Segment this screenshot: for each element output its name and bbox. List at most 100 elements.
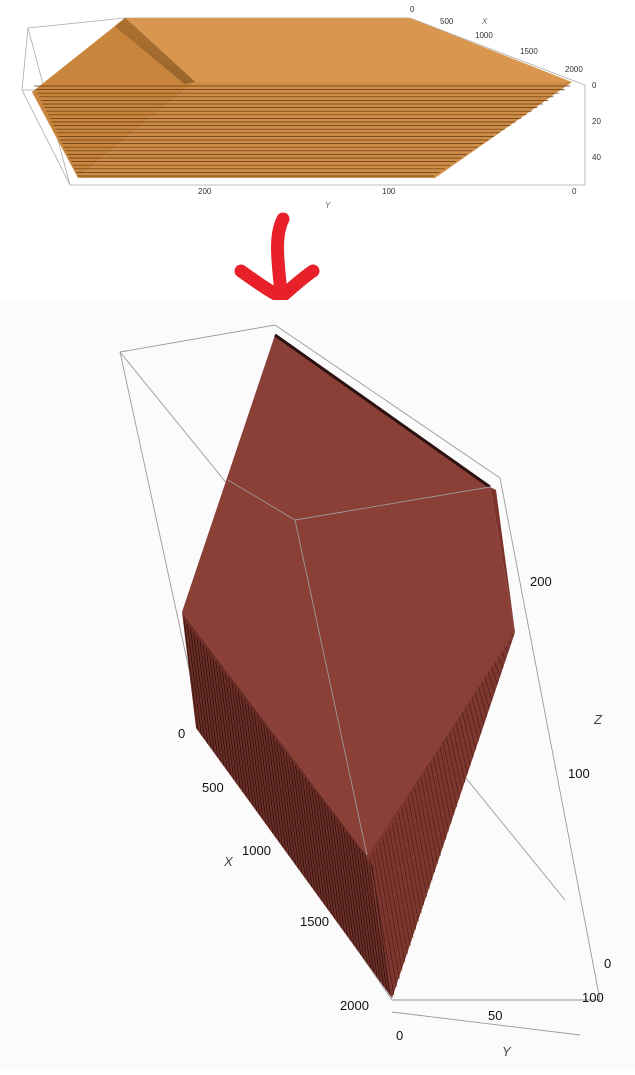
top-x-axis-label: X	[481, 17, 488, 26]
bottom-layer-line	[314, 790, 332, 915]
bottom-layer-line	[190, 628, 205, 740]
bottom-layer-line	[279, 744, 296, 865]
top-layer-line	[121, 20, 193, 83]
top-solid-front-face	[78, 82, 572, 178]
bottom-x-tick: 1500	[300, 914, 329, 929]
bottom-layer-line	[365, 856, 384, 987]
bottom-x-tick: 500	[202, 780, 224, 795]
bottom-z-tick: 200	[530, 574, 552, 589]
top-solid-left-face	[32, 18, 195, 178]
bottom-y-tick: 0	[396, 1028, 403, 1043]
top-3d-plot: 0 500 1000 1500 2000 X 0 20 40 200 100 0…	[0, 0, 635, 215]
top-layer-line	[124, 17, 196, 83]
top-z-axis: 0 20 40	[592, 81, 601, 162]
bottom-layer-line	[407, 797, 427, 897]
bottom-layer-line	[401, 807, 422, 914]
bottom-layer-line	[339, 823, 358, 951]
bottom-layer-line	[487, 671, 496, 693]
bottom-layer-line	[263, 723, 280, 843]
bottom-layer-line	[398, 812, 419, 922]
top-layer-line	[119, 22, 190, 84]
bottom-layer-line	[395, 817, 417, 930]
bottom-layer-line	[439, 746, 455, 816]
bottom-layer-line	[301, 773, 319, 897]
bottom-layer-line	[462, 711, 474, 758]
bottom-layer-line	[404, 802, 425, 906]
bottom-layer-line	[503, 645, 509, 652]
bottom-layer-line	[343, 827, 362, 955]
bottom-layer-line	[369, 857, 395, 996]
bottom-layer-line	[247, 703, 264, 820]
bottom-layer-line	[237, 690, 254, 807]
bottom-layer-line	[474, 691, 485, 726]
bottom-layer-line	[433, 757, 449, 832]
bottom-solid	[182, 333, 515, 998]
top-z-tick: 20	[592, 117, 601, 126]
top-solid-face	[125, 18, 572, 82]
bottom-layer-line	[253, 711, 270, 829]
bottom-layer-line	[212, 657, 228, 771]
bottom-layer-line	[500, 651, 507, 660]
bottom-layer-line	[317, 794, 335, 919]
bottom-layer-line	[414, 787, 433, 881]
bottom-layer-line	[215, 661, 231, 775]
red-down-arrow-icon	[225, 205, 335, 315]
bottom-layer-line	[199, 640, 215, 753]
top-x-tick: 2000	[565, 65, 583, 74]
bottom-layer-line	[202, 644, 218, 757]
bottom-z-tick: 100	[568, 766, 590, 781]
top-layer-line	[118, 22, 190, 84]
bottom-layer-line	[298, 769, 316, 892]
bottom-layer-line	[244, 698, 261, 816]
bottom-layer-line	[327, 806, 345, 933]
bottom-layer-line	[276, 740, 293, 861]
bottom-layer-line	[452, 726, 466, 783]
bottom-layer-line	[256, 715, 274, 834]
bottom-layer-line	[417, 782, 436, 873]
bottom-layer-line	[269, 732, 287, 852]
bottom-layer-line	[228, 678, 244, 793]
bottom-layer-line	[471, 696, 482, 734]
bottom-layer-line	[368, 860, 388, 991]
bottom-x-axis-label: X	[223, 854, 234, 869]
bottom-layer-line	[234, 686, 251, 802]
top-x-tick: 1000	[475, 31, 493, 40]
top-x-tick: 1500	[520, 47, 538, 56]
top-x-tick: 0	[410, 5, 415, 14]
bottom-layer-line	[497, 656, 504, 668]
bottom-layer-line	[423, 772, 441, 856]
bottom-layer-line	[225, 673, 241, 789]
bottom-layer-line	[385, 832, 408, 955]
bottom-layer-line	[392, 822, 414, 938]
bottom-layer-line	[346, 831, 365, 960]
top-layer-line	[114, 25, 186, 85]
bottom-layer-line	[196, 636, 212, 749]
top-layer-line	[122, 19, 193, 83]
bottom-y-axis: 0 50 100 Y	[396, 990, 604, 1059]
bottom-layer-line	[388, 827, 411, 946]
bottom-solid-top-face	[182, 335, 515, 855]
bottom-layer-line	[411, 792, 430, 889]
top-y-axis-label: Y	[325, 201, 331, 210]
bottom-layer-line	[285, 752, 303, 874]
bottom-layer-line	[355, 844, 375, 973]
top-y-tick: 100	[382, 187, 396, 196]
bottom-layer-line	[372, 852, 397, 987]
top-z-tick: 0	[592, 81, 597, 90]
bottom-layer-line	[481, 681, 490, 709]
top-layer-line	[123, 19, 194, 83]
bottom-layer-line	[330, 810, 348, 937]
bottom-layer-line	[231, 682, 248, 798]
bottom-layer-line	[193, 632, 209, 744]
bottom-layer-line	[465, 706, 477, 750]
top-y-tick: 200	[198, 187, 212, 196]
bottom-solid-left-face	[182, 612, 392, 998]
bottom-layer-line	[382, 837, 406, 963]
bottom-y-axis-label: Y	[502, 1044, 512, 1059]
bottom-inner-edges	[227, 479, 491, 856]
bottom-layer-line	[311, 786, 329, 910]
bottom-layer-line	[272, 736, 290, 856]
bottom-layer-line	[218, 665, 235, 780]
bottom-layer-line	[250, 707, 267, 825]
bottom-layer-line	[266, 727, 283, 847]
